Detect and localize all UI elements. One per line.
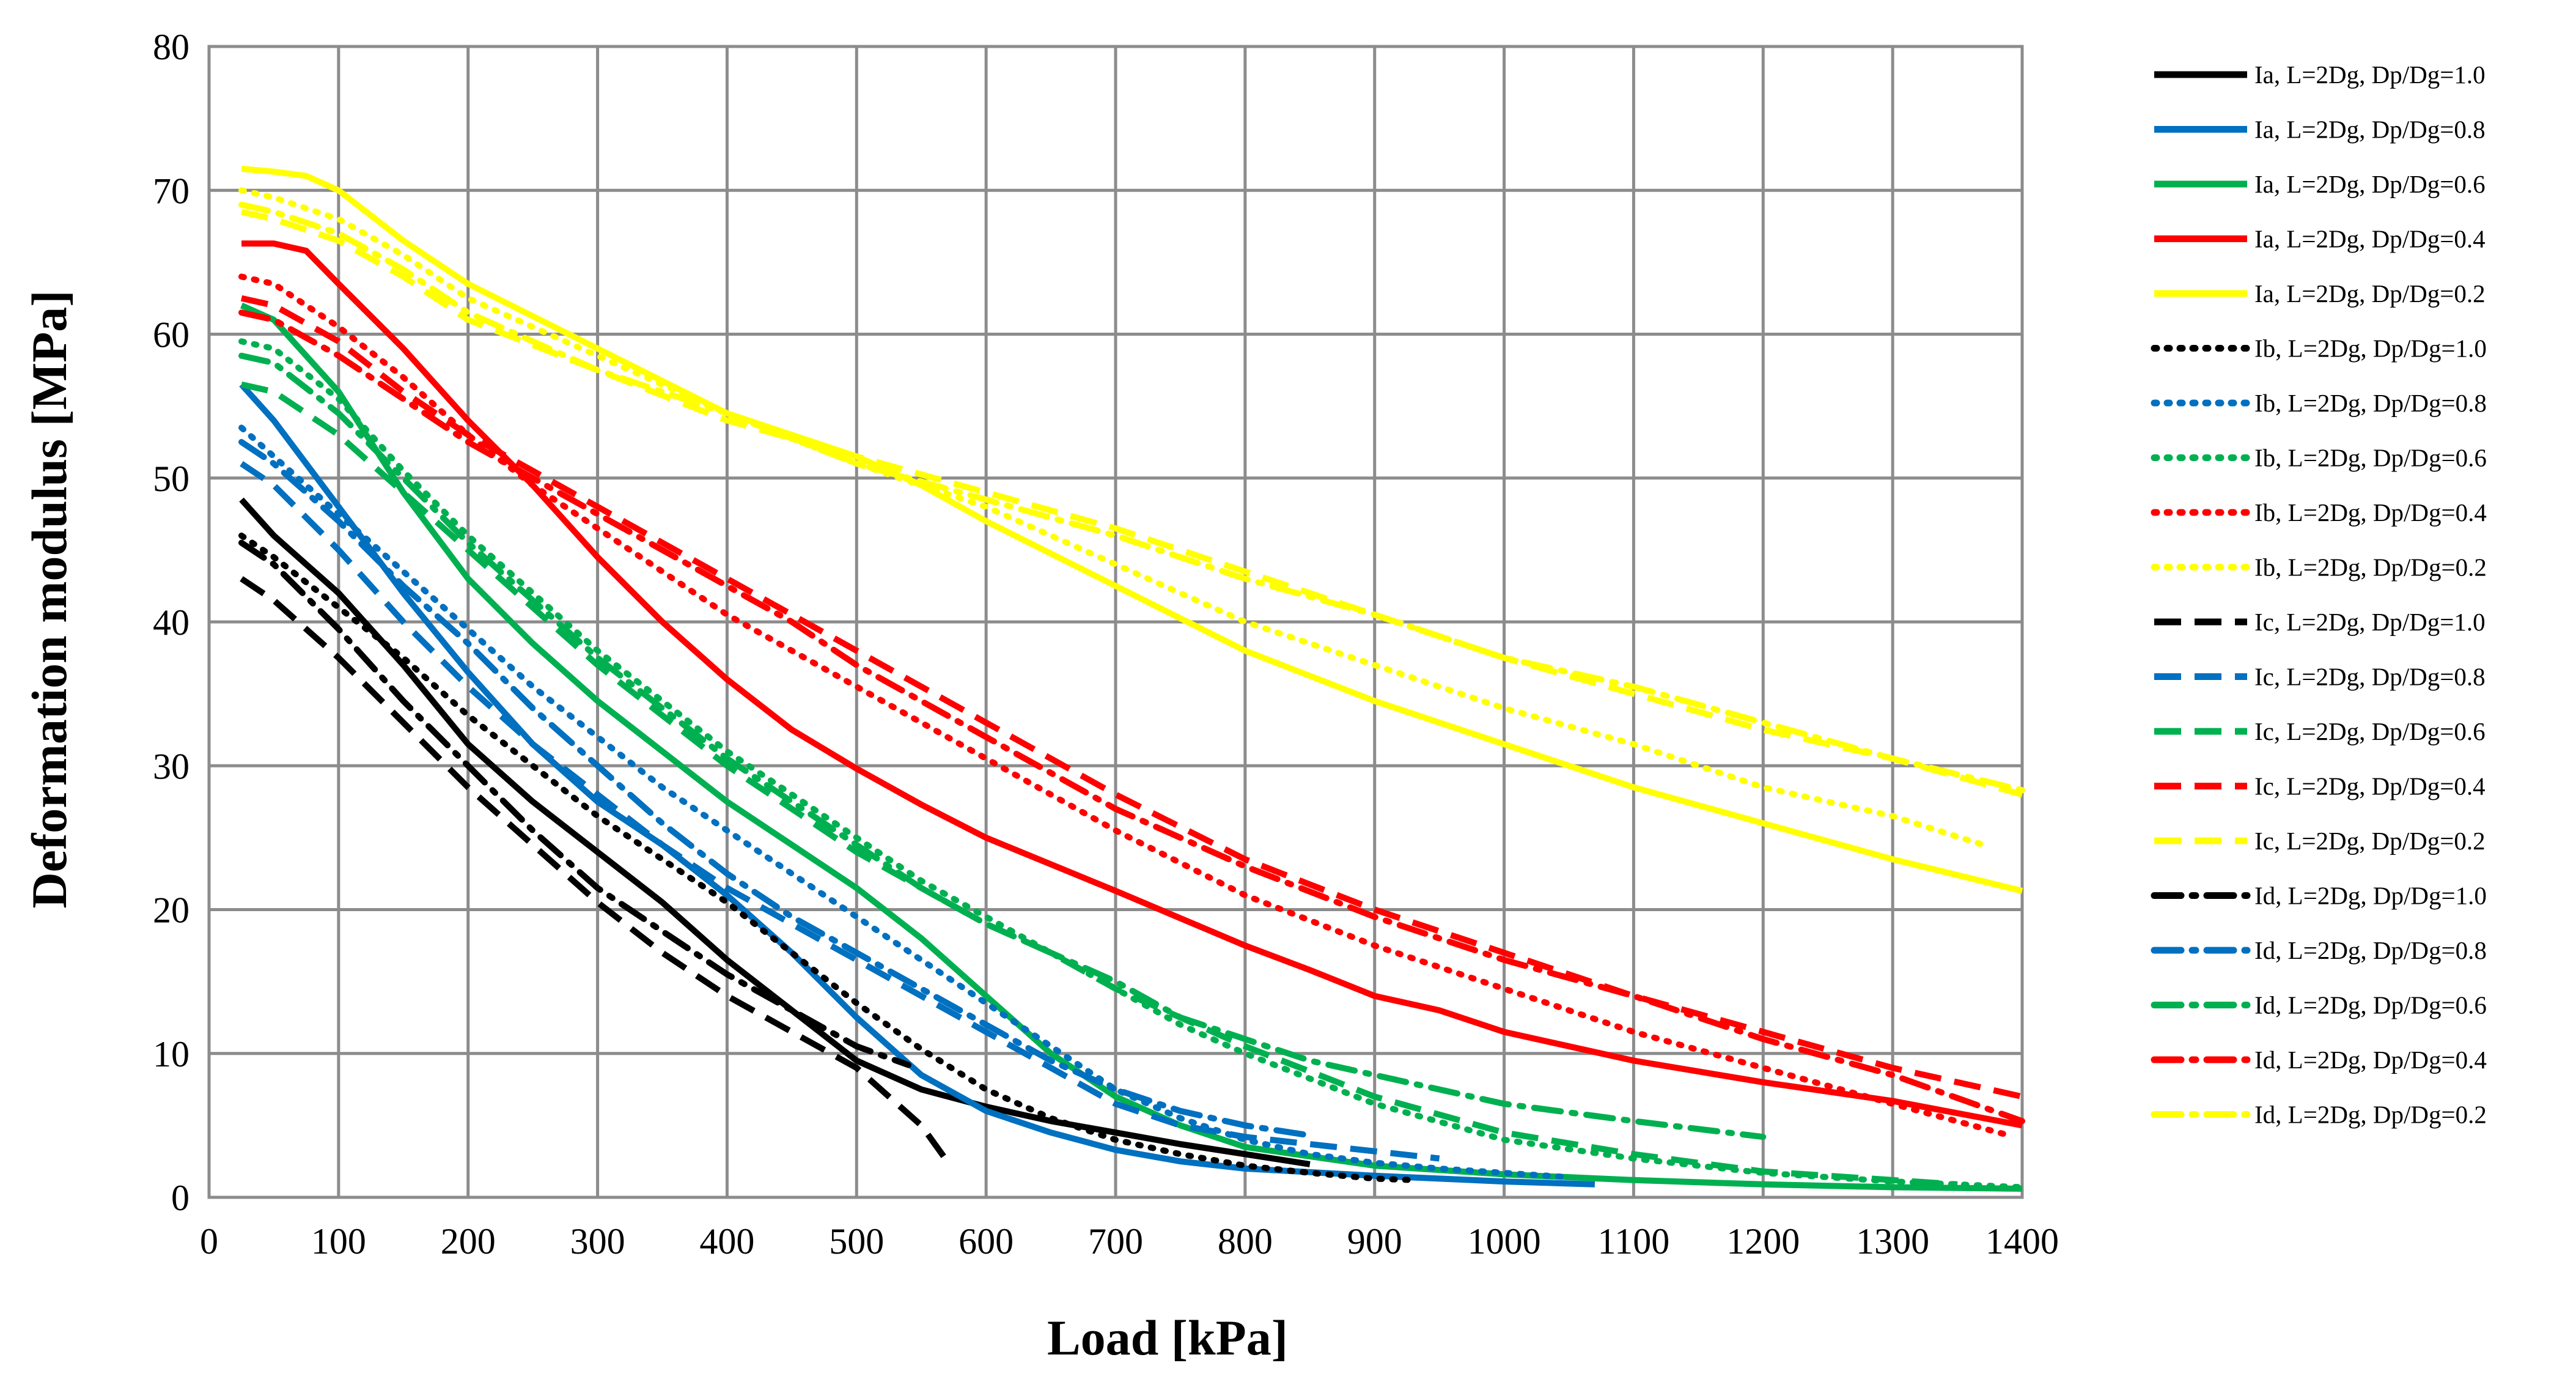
x-tick-label: 1300 [1856, 1221, 1929, 1262]
legend-label: Ic, L=2Dg, Dp/Dg=0.6 [2254, 717, 2486, 745]
legend: Ia, L=2Dg, Dp/Dg=1.0 Ia, L=2Dg, Dp/Dg=0.8… [2151, 61, 2487, 1129]
y-tick-label: 0 [171, 1178, 190, 1218]
legend-label: Ib, L=2Dg, Dp/Dg=0.6 [2254, 444, 2487, 472]
legend-label: Ib, L=2Dg, Dp/Dg=0.8 [2254, 389, 2487, 417]
x-axis-title: Load [kPa] [1047, 1310, 1288, 1365]
series-line [238, 424, 1572, 1181]
legend-label: Ic, L=2Dg, Dp/Dg=0.8 [2254, 663, 2486, 691]
x-tick-label: 1200 [1726, 1221, 1800, 1262]
legend-label: Id, L=2Dg, Dp/Dg=0.4 [2254, 1046, 2487, 1074]
series-line [238, 532, 1417, 1183]
series-line [239, 382, 1595, 1188]
legend-label: Ic, L=2Dg, Dp/Dg=1.0 [2254, 608, 2486, 636]
series-line [240, 461, 1440, 1162]
y-tick-label: 30 [153, 746, 190, 786]
y-tick-label: 40 [153, 602, 190, 643]
plot-area [238, 166, 2025, 1192]
series-line [238, 338, 2025, 1191]
axis-ticks: 0 100 200 300 400 500 600 700 800 900 1000 1100 1200… [153, 27, 2059, 1262]
series-line [238, 309, 2025, 1125]
grid [207, 45, 2024, 1199]
legend-label: Id, L=2Dg, Dp/Dg=0.2 [2254, 1101, 2487, 1129]
x-tick-label: 600 [959, 1221, 1014, 1262]
series-line [238, 539, 911, 1068]
y-tick-label: 20 [153, 890, 190, 931]
legend-label: Ia, L=2Dg, Dp/Dg=0.8 [2254, 116, 2486, 144]
legend-label: Ib, L=2Dg, Dp/Dg=0.2 [2254, 553, 2487, 582]
series-line [238, 352, 1767, 1140]
legend-label: Ic, L=2Dg, Dp/Dg=0.4 [2254, 772, 2486, 800]
legend-label: Id, L=2Dg, Dp/Dg=0.6 [2254, 991, 2487, 1019]
legend-label: Ia, L=2Dg, Dp/Dg=0.6 [2254, 170, 2486, 198]
series-line [238, 273, 2012, 1139]
y-axis-title: Deformation modulus [MPa] [21, 290, 77, 908]
series-line [240, 576, 950, 1164]
x-tick-label: 300 [570, 1221, 625, 1262]
x-tick-label: 900 [1347, 1221, 1402, 1262]
x-tick-label: 1000 [1468, 1221, 1541, 1262]
series-line [238, 187, 1987, 848]
x-tick-label: 800 [1218, 1221, 1273, 1262]
legend-label: Ia, L=2Dg, Dp/Dg=0.2 [2254, 279, 2486, 308]
y-tick-label: 50 [153, 459, 190, 499]
legend-label: Id, L=2Dg, Dp/Dg=0.8 [2254, 936, 2487, 964]
legend-label: Id, L=2Dg, Dp/Dg=1.0 [2254, 882, 2487, 910]
legend-label: Ib, L=2Dg, Dp/Dg=0.4 [2254, 498, 2487, 527]
series-line [241, 240, 2023, 1129]
x-tick-label: 0 [200, 1221, 218, 1262]
x-tick-label: 1100 [1598, 1221, 1670, 1262]
x-tick-label: 500 [829, 1221, 884, 1262]
x-tick-label: 1400 [1985, 1221, 2059, 1262]
legend-label: Ia, L=2Dg, Dp/Dg=0.4 [2254, 225, 2486, 253]
y-tick-label: 10 [153, 1034, 190, 1074]
x-tick-label: 400 [699, 1221, 754, 1262]
y-tick-label: 60 [153, 315, 190, 355]
y-tick-label: 70 [153, 171, 190, 211]
legend-label: Ia, L=2Dg, Dp/Dg=1.0 [2254, 61, 2486, 89]
y-tick-label: 80 [153, 27, 190, 67]
series-line [238, 201, 2025, 794]
x-tick-label: 700 [1088, 1221, 1143, 1262]
legend-label: Ic, L=2Dg, Dp/Dg=0.2 [2254, 827, 2486, 855]
series-line [238, 438, 1313, 1139]
plot-border [207, 45, 2024, 1199]
x-tick-label: 100 [311, 1221, 366, 1262]
x-tick-label: 200 [441, 1221, 496, 1262]
legend-label: Ib, L=2Dg, Dp/Dg=1.0 [2254, 334, 2487, 363]
